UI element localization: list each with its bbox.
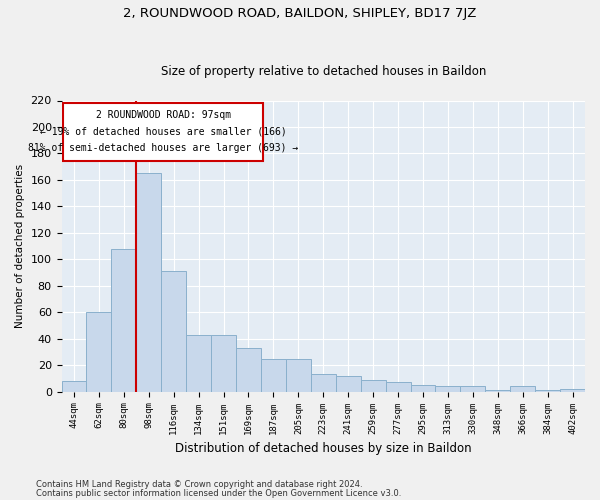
- Bar: [62, 381, 86, 392]
- Bar: [535, 390, 560, 392]
- Bar: [361, 380, 386, 392]
- Bar: [86, 312, 112, 392]
- Bar: [186, 335, 211, 392]
- Bar: [410, 385, 436, 392]
- Title: Size of property relative to detached houses in Baildon: Size of property relative to detached ho…: [161, 66, 486, 78]
- Bar: [336, 376, 361, 392]
- Bar: [112, 248, 136, 392]
- Bar: [211, 335, 236, 392]
- Bar: [510, 386, 535, 392]
- Bar: [311, 374, 336, 392]
- Text: Contains HM Land Registry data © Crown copyright and database right 2024.: Contains HM Land Registry data © Crown c…: [36, 480, 362, 489]
- X-axis label: Distribution of detached houses by size in Baildon: Distribution of detached houses by size …: [175, 442, 472, 455]
- Text: 2 ROUNDWOOD ROAD: 97sqm: 2 ROUNDWOOD ROAD: 97sqm: [95, 110, 230, 120]
- Bar: [485, 390, 510, 392]
- Bar: [560, 389, 585, 392]
- Bar: [63, 103, 263, 162]
- Bar: [261, 358, 286, 392]
- Bar: [460, 386, 485, 392]
- Text: ← 19% of detached houses are smaller (166): ← 19% of detached houses are smaller (16…: [40, 126, 286, 136]
- Bar: [136, 174, 161, 392]
- Bar: [286, 358, 311, 392]
- Bar: [161, 271, 186, 392]
- Bar: [386, 382, 410, 392]
- Y-axis label: Number of detached properties: Number of detached properties: [15, 164, 25, 328]
- Text: 2, ROUNDWOOD ROAD, BAILDON, SHIPLEY, BD17 7JZ: 2, ROUNDWOOD ROAD, BAILDON, SHIPLEY, BD1…: [124, 8, 476, 20]
- Bar: [236, 348, 261, 392]
- Text: 81% of semi-detached houses are larger (693) →: 81% of semi-detached houses are larger (…: [28, 143, 298, 153]
- Bar: [436, 386, 460, 392]
- Text: Contains public sector information licensed under the Open Government Licence v3: Contains public sector information licen…: [36, 489, 401, 498]
